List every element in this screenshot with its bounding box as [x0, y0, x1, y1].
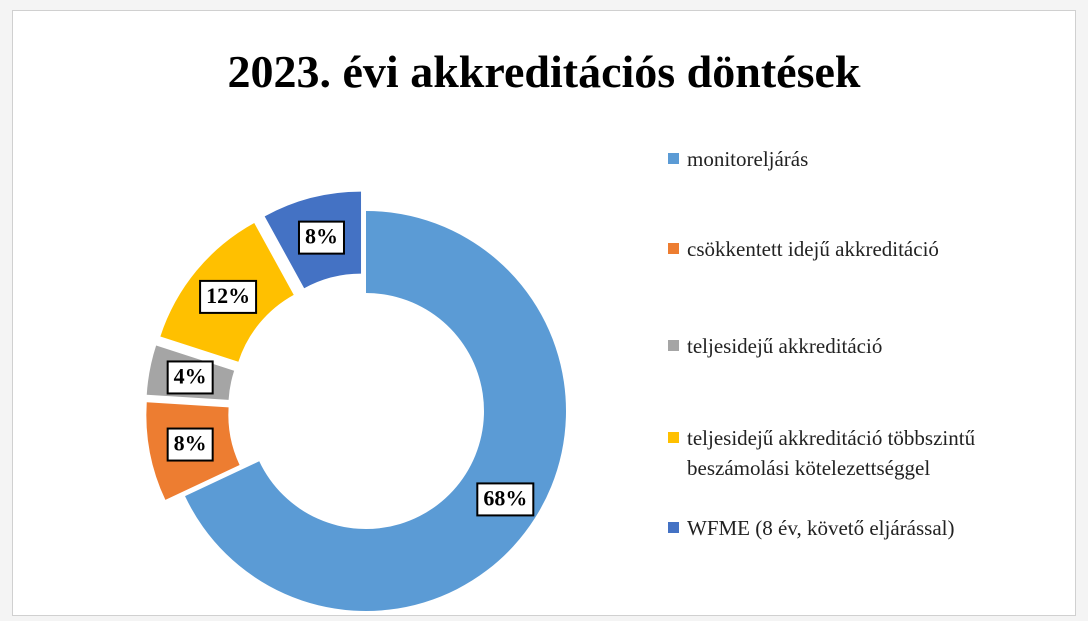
legend-swatch — [668, 340, 679, 351]
data-label: 8% — [297, 220, 345, 255]
chart: 2023. évi akkreditációs döntések 68% 8% 4%… — [146, 46, 861, 611]
chart-title: 2023. évi akkreditációs döntések — [228, 46, 861, 97]
data-label-box — [476, 482, 535, 517]
data-label: 4% — [166, 360, 214, 395]
data-label-box — [199, 279, 258, 314]
donut-slice — [185, 211, 566, 611]
data-label: 12% — [199, 279, 258, 314]
legend-label: monitoreljárás — [687, 147, 809, 171]
legend-swatch — [668, 153, 679, 164]
chart-frame: 2023. évi akkreditációs döntések 68% 8% 4%… — [12, 10, 1076, 616]
data-label-text: 4% — [174, 364, 207, 389]
data-label-text: 12% — [206, 283, 250, 308]
legend-label: csökkentett idejű akkreditáció — [687, 237, 939, 261]
data-label-text: 8% — [174, 431, 207, 456]
legend-label: teljesidejű akkreditáció többszintű besz… — [687, 426, 976, 480]
legend-label: WFME (8 év, követő eljárással) — [687, 516, 955, 540]
legend-swatch — [668, 522, 679, 533]
data-label: 68% — [476, 482, 535, 517]
data-label: 8% — [166, 427, 214, 462]
data-label-text: 8% — [305, 224, 338, 249]
legend-label: teljesidejű akkreditáció — [687, 334, 883, 358]
legend-swatch — [668, 243, 679, 254]
data-label-text: 68% — [483, 485, 527, 510]
legend-swatch — [668, 432, 679, 443]
data-label-box — [166, 427, 214, 462]
data-label-box — [297, 220, 345, 255]
data-label-box — [166, 360, 214, 395]
